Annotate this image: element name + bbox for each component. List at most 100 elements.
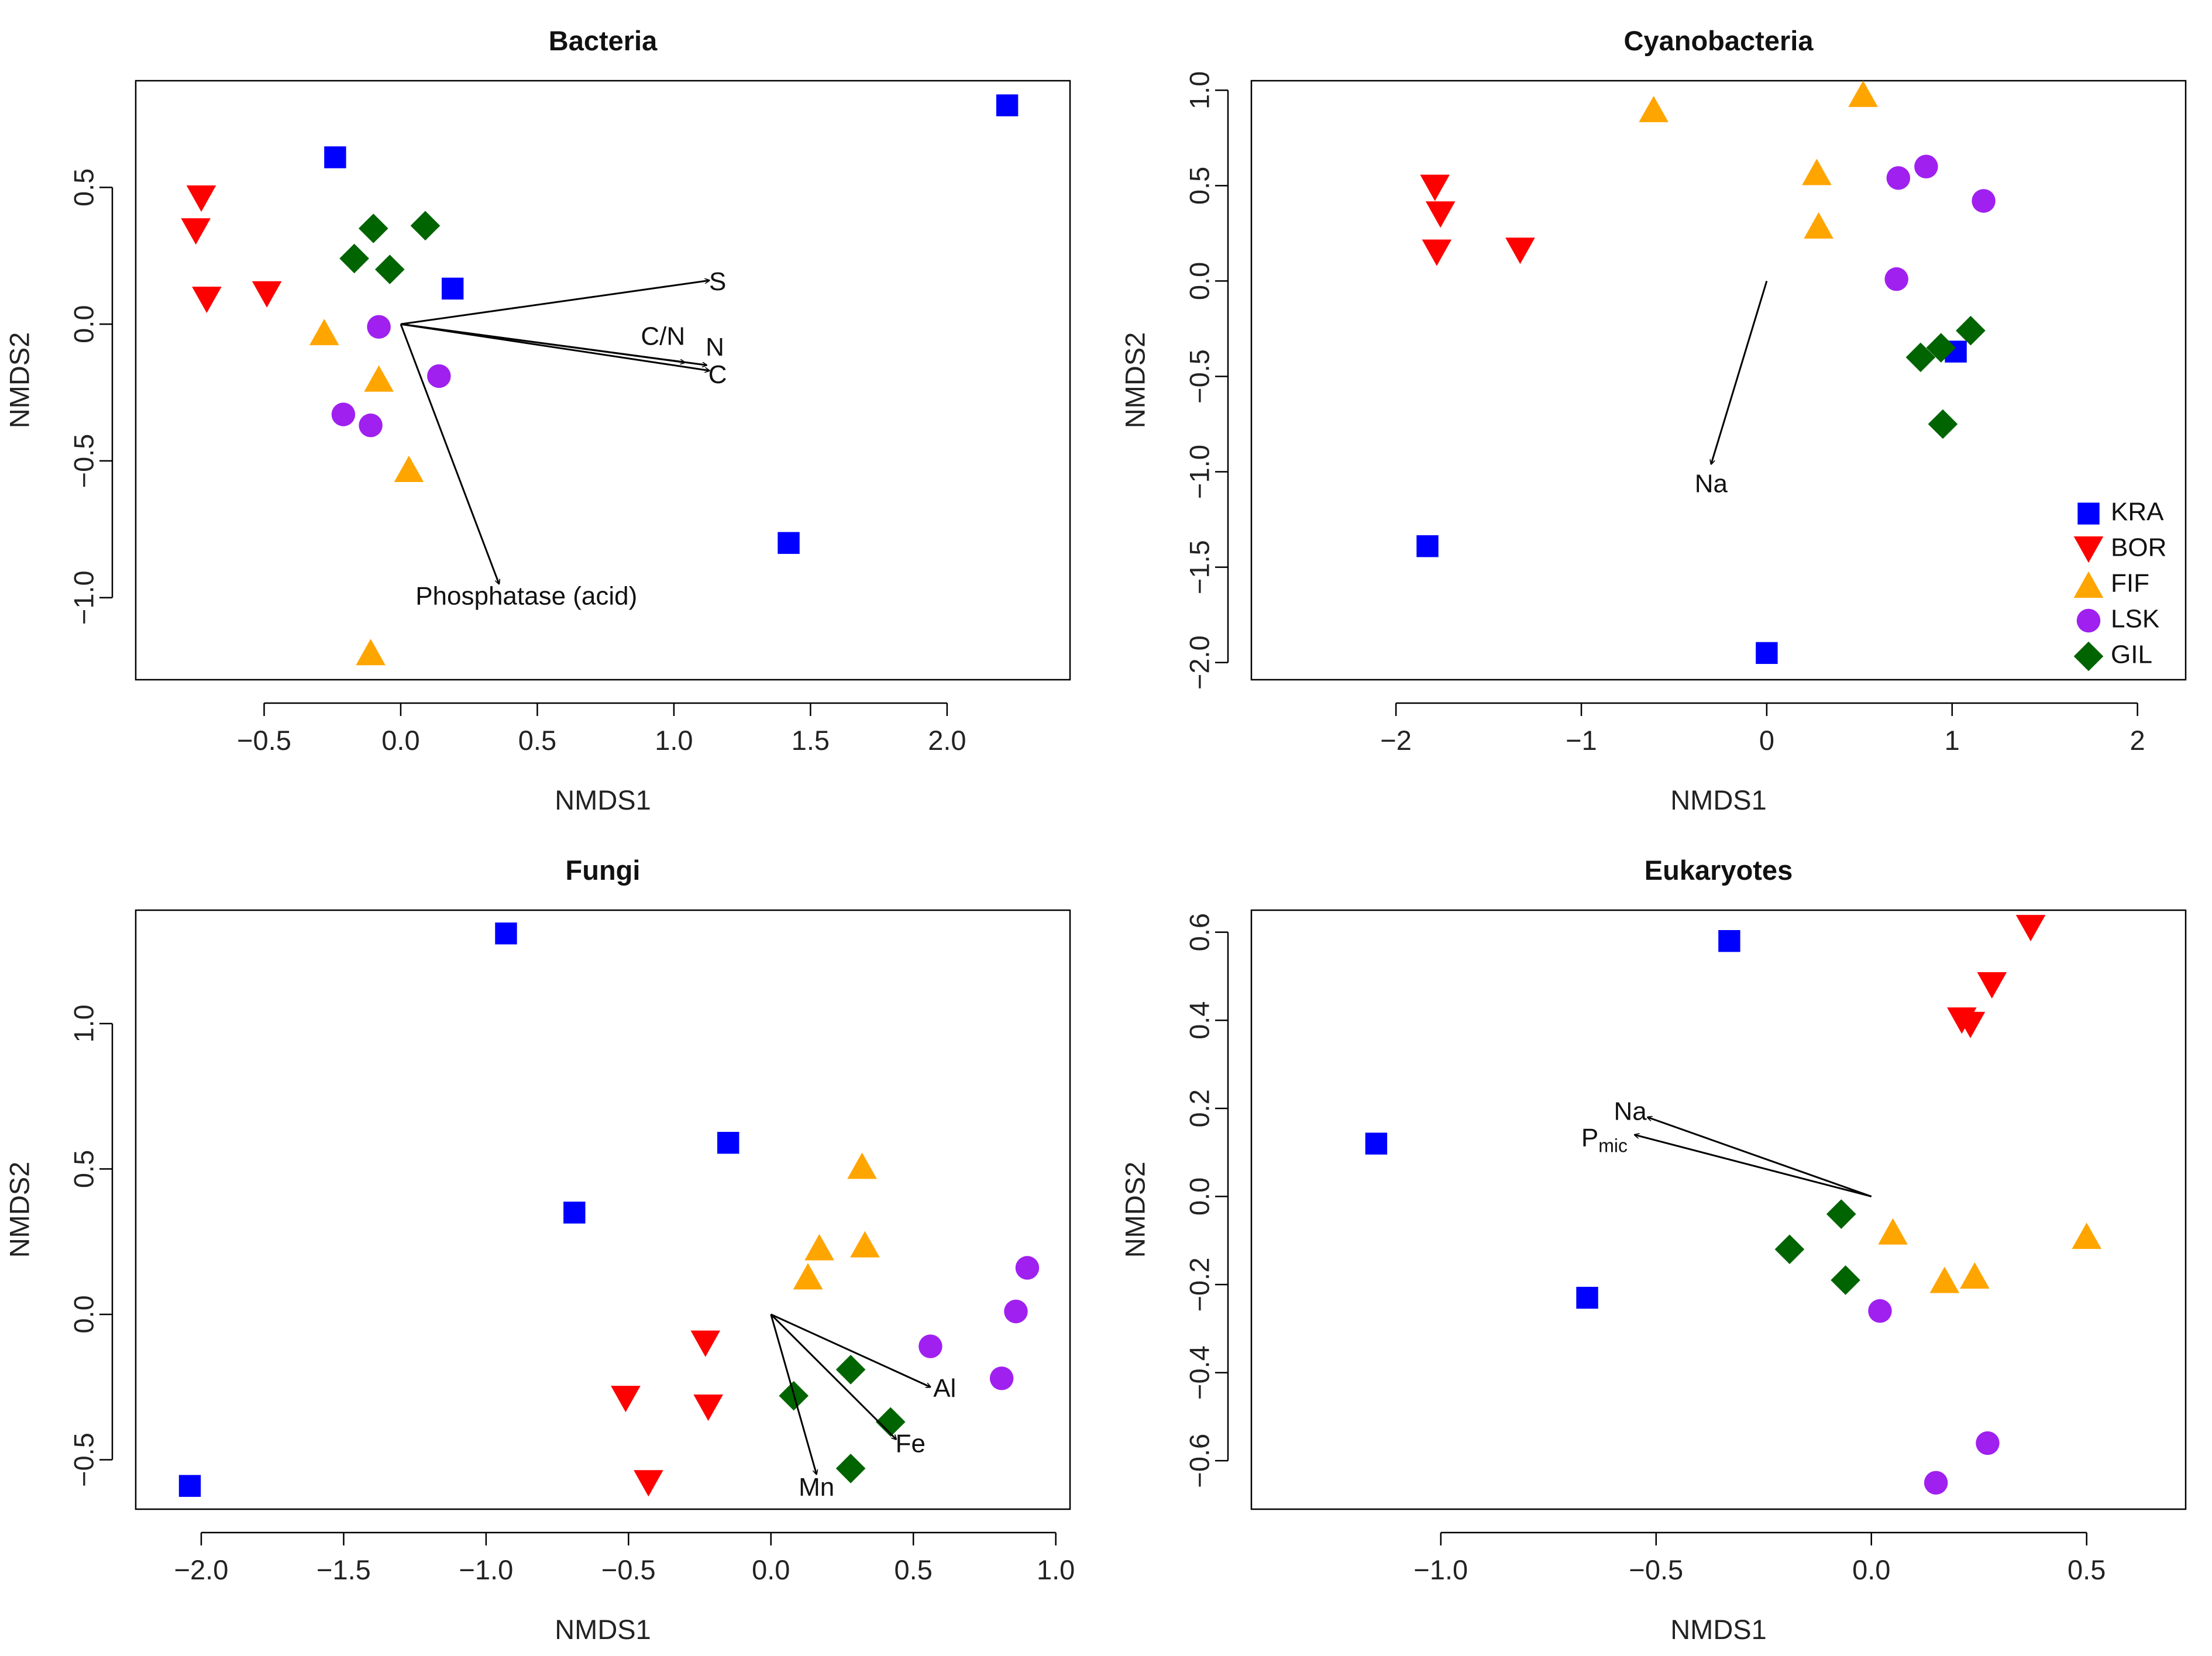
point-fif	[847, 1152, 877, 1179]
point-gil	[1926, 333, 1956, 363]
point-lsk	[1914, 154, 1938, 178]
point-lsk	[1015, 1256, 1040, 1280]
x-tick-label: 2.0	[928, 725, 966, 756]
vector-label-al: Al	[933, 1374, 956, 1403]
y-tick-label: 0.0	[68, 305, 99, 343]
point-fif	[394, 455, 424, 482]
point-gil	[1905, 342, 1936, 373]
point-bor	[634, 1470, 663, 1497]
point-kra	[1576, 1286, 1598, 1309]
legend-marker-gil	[2073, 641, 2104, 672]
y-axis-label: NMDS2	[1119, 332, 1150, 429]
y-tick-label: −0.5	[68, 434, 99, 488]
point-lsk	[331, 402, 356, 426]
legend-marker-lsk	[2076, 608, 2101, 633]
vector-label-s: S	[709, 267, 726, 296]
y-tick-label: −2.0	[1184, 635, 1215, 690]
point-bor	[186, 185, 216, 212]
panel-eukaryotes: Eukaryotes −1.0 −0.5 0.0 0.5 −0.6 −0.4 −0.2 0.0 0…	[1119, 855, 2187, 1645]
x-tick-label: −0.5	[601, 1554, 656, 1585]
legend-label-fif: FIF	[2111, 569, 2149, 598]
point-fif	[1802, 159, 1832, 185]
y-tick-label: −1.0	[68, 570, 99, 625]
x-tick-label: −1.0	[1413, 1554, 1468, 1585]
point-lsk	[918, 1334, 942, 1358]
y-tick-label: 0.5	[68, 1150, 99, 1188]
vector-label-na: Na	[1614, 1097, 1647, 1125]
x-tick-label: −2.0	[174, 1554, 229, 1585]
x-tick-label: 0.0	[381, 725, 419, 756]
panel-cyanobacteria: Cyanobacteria −2 −1 0 1 2 −2.0 −1.5 −1.0 −0.5 0.0 0…	[1119, 25, 2187, 815]
x-tick-label: −0.5	[1629, 1554, 1683, 1585]
vector-arrow-na	[1647, 1117, 1872, 1197]
point-gil	[358, 214, 388, 243]
plot-frame	[135, 80, 1071, 681]
x-axis-label: NMDS1	[1670, 784, 1767, 815]
vector-label-text: C/N	[641, 322, 685, 350]
y-tick-label: 1.0	[68, 1004, 99, 1042]
point-gil	[339, 243, 369, 274]
x-axis-label: NMDS1	[555, 784, 651, 815]
point-fif	[309, 319, 339, 346]
x-tick-label: 2	[2130, 725, 2145, 756]
vector-arrow-p	[1635, 1135, 1872, 1197]
vector-arrow-phosphatase-acid	[400, 323, 499, 584]
legend-marker-fif	[2073, 571, 2104, 598]
x-tick-label: 0.0	[752, 1554, 790, 1585]
point-kra	[1718, 930, 1740, 952]
y-tick-label: 0.0	[68, 1295, 99, 1333]
legend-label-bor: BOR	[2111, 533, 2166, 562]
point-gil	[1826, 1199, 1856, 1229]
point-kra	[178, 1475, 201, 1497]
point-lsk	[359, 413, 383, 438]
point-bor	[1420, 174, 1450, 201]
point-kra	[1365, 1132, 1388, 1155]
point-bor	[693, 1395, 723, 1421]
x-tick-label: 1.0	[655, 725, 693, 756]
vector-label-text: Na	[1614, 1097, 1647, 1125]
y-tick-label: −0.5	[1184, 349, 1215, 404]
point-fif	[1639, 95, 1669, 122]
point-bor	[192, 287, 222, 314]
y-tick-label: 0.4	[1184, 1001, 1215, 1039]
point-lsk	[1884, 267, 1908, 291]
point-kra	[324, 146, 346, 168]
legend-label-gil: GIL	[2111, 641, 2152, 669]
point-fif	[804, 1234, 834, 1261]
x-axis-label: NMDS1	[1670, 1614, 1767, 1645]
panel-title: Bacteria	[549, 25, 658, 56]
point-lsk	[1976, 1431, 2000, 1455]
point-gil	[1831, 1265, 1860, 1295]
point-bor	[2015, 915, 2046, 942]
vector-label-text: Al	[933, 1374, 956, 1403]
vector-label-text: Phosphatase (acid)	[415, 581, 637, 610]
vector-label-mn: Mn	[799, 1473, 834, 1502]
point-fif	[364, 365, 394, 392]
vector-label-na: Na	[1695, 469, 1728, 498]
point-kra	[717, 1131, 739, 1154]
y-tick-label: 0.5	[1184, 167, 1215, 205]
vector-arrow-s	[400, 280, 710, 325]
legend-marker-bor	[2073, 536, 2104, 563]
legend-marker-kra	[2077, 502, 2100, 525]
legend-label-lsk: LSK	[2111, 605, 2159, 634]
point-kra	[778, 532, 800, 554]
point-kra	[1416, 535, 1439, 557]
panel-bacteria: Bacteria −0.5 0.0 0.5 1.0 1.5 2.0 −1.0 −0.5 0.0 0.…	[4, 25, 1071, 815]
vector-label-text: N	[706, 333, 724, 362]
y-tick-label: 1.0	[1184, 71, 1215, 109]
point-gil	[835, 1454, 866, 1483]
point-lsk	[1004, 1299, 1028, 1324]
vector-label-text: Mn	[799, 1473, 834, 1502]
x-tick-label: −1.0	[459, 1554, 513, 1585]
y-tick-label: 0.2	[1184, 1089, 1215, 1127]
point-fif	[1929, 1266, 1960, 1293]
panel-title: Cyanobacteria	[1624, 25, 1814, 56]
plot-frame	[1250, 909, 2187, 1510]
x-tick-label: 1.5	[792, 725, 830, 756]
point-bor	[1505, 237, 1535, 264]
vector-arrow-na	[1711, 280, 1768, 464]
point-fif	[793, 1263, 823, 1290]
x-tick-label: 0	[1759, 725, 1774, 756]
